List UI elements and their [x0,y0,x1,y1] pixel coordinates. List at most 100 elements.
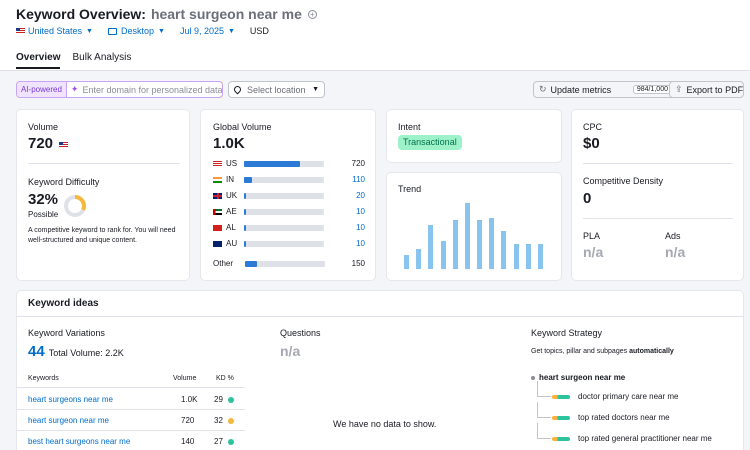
trend-bar[interactable] [428,224,434,269]
total-volume: Total Volume: 2.2K [48,348,124,358]
keyword-kd: 27 [214,437,234,446]
location-select-label: Select location [247,84,306,95]
gv-row-au: AU 10 [213,238,365,249]
country-select-label: United States [28,26,83,36]
domain-input-box[interactable]: AI-powered ✦ Enter domain for personaliz… [16,81,223,98]
tab-bar: Overview Bulk Analysis [16,52,143,69]
keywords-table-header: Keywords Volume KD % [17,371,245,388]
trend-bar[interactable] [464,203,470,269]
strategy-child[interactable]: top rated general practitioner near me [578,434,712,443]
keyword-link[interactable]: heart surgeons near me [28,395,113,404]
volume-value: 720 [28,135,71,152]
divider [583,163,733,164]
export-pdf-button[interactable]: ⇪ Export to PDF [669,81,744,98]
density-value: 0 [583,190,592,207]
gv-country-code: UK [226,191,238,200]
device-select[interactable]: Desktop ▼ [107,26,165,36]
keyword-ideas-card: Keyword ideas Keyword Variations 44 Tota… [16,290,744,450]
trend-bar[interactable] [501,231,507,269]
flag-uk-icon [213,192,222,199]
gv-value[interactable]: 10 [356,239,365,248]
strategy-description: Get topics, pillar and subpages automati… [531,348,674,355]
country-select[interactable]: United States ▼ [16,26,93,36]
trend-bar[interactable] [416,249,422,269]
divider [17,316,743,317]
gv-value[interactable]: 20 [356,191,365,200]
gv-row-uk: UK 20 [213,190,365,201]
trend-bar[interactable] [489,217,495,269]
col-kd: KD % [216,375,234,382]
location-select[interactable]: Select location ▼ [228,81,325,98]
table-row: best heart surgeons near me 140 27 [17,431,245,450]
flag-al-icon [213,224,222,231]
update-metrics-button[interactable]: ↻ Update metrics 984/1,000 [533,81,678,98]
tab-bulk-analysis[interactable]: Bulk Analysis [72,52,132,63]
gv-country-code: AL [226,223,236,232]
trend-bar[interactable] [477,219,482,269]
divider [28,163,180,164]
intent-label: Intent [398,122,421,132]
volume-number: 720 [28,135,54,152]
keyword-link[interactable]: heart surgeon near me [28,416,109,425]
tab-overview[interactable]: Overview [16,52,61,69]
chevron-down-icon: ▼ [312,86,319,93]
ai-powered-badge: AI-powered [17,82,67,97]
col-keywords: Keywords [28,375,59,382]
toolbar: AI-powered ✦ Enter domain for personaliz… [16,81,744,99]
tree-connector [537,402,551,418]
gv-other-value: 150 [351,259,365,268]
root-dot-icon [531,375,535,380]
kd-dot-icon [227,438,234,445]
keyword-kd-value: 29 [214,395,223,404]
strategy-root[interactable]: heart surgeon near me [531,373,625,382]
keyword-volume: 1.0K [181,395,198,404]
domain-input[interactable]: Enter domain for personalized data [82,84,223,95]
trend-bar[interactable] [440,240,446,269]
gv-bar-fill [244,240,247,247]
strategy-root-label: heart surgeon near me [539,373,626,382]
kd-dot-icon [227,417,234,424]
gv-other-bar [245,260,325,267]
refresh-icon: ↻ [539,84,547,94]
date-select[interactable]: Jul 9, 2025 ▼ [180,26,235,36]
volume-card: Volume 720 Keyword Difficulty 32% Possib… [16,109,190,281]
trend-bar[interactable] [525,243,531,269]
ads-value: n/a [665,244,686,260]
filter-row: United States ▼ Desktop ▼ Jul 9, 2025 ▼ … [16,26,269,36]
global-volume-card: Global Volume 1.0K US 720 IN 110 UK 20 AE 10 AL 1… [200,109,376,281]
flag-ae-icon [213,208,222,215]
pla-value: n/a [583,244,604,260]
gv-value[interactable]: 10 [356,207,365,216]
gv-value[interactable]: 10 [356,223,365,232]
gv-bar [244,176,324,183]
strategy-child[interactable]: doctor primary care near me [578,392,679,401]
strategy-child[interactable]: top rated doctors near me [578,413,670,422]
trend-bar[interactable] [404,255,409,269]
variations-count[interactable]: 44 [28,343,45,360]
add-to-list-icon[interactable]: + [307,9,317,19]
table-row: heart surgeon near me 720 32 [17,410,245,431]
title-keyword: heart surgeon near me [150,6,302,22]
flag-us-icon [213,160,222,167]
kd-donut [64,195,86,217]
trend-bar[interactable] [513,243,519,269]
device-select-label: Desktop [120,26,154,36]
keyword-ideas-title: Keyword ideas [28,298,99,309]
gv-value: 720 [351,159,365,168]
ads-label: Ads [665,231,681,241]
cpc-card: CPC $0 Competitive Density 0 PLA n/a Ads… [571,109,744,281]
kd-label: Keyword Difficulty [28,177,100,187]
trend-label: Trend [398,184,422,194]
divider [583,218,733,219]
keyword-link[interactable]: best heart surgeons near me [28,437,131,446]
trend-bar[interactable] [537,243,543,269]
gv-value[interactable]: 110 [352,175,365,184]
gv-row-us: US 720 [213,158,365,169]
location-pin-icon [232,84,243,95]
strategy-desc-text: Get topics, pillar and subpages [531,348,628,355]
date-select-label: Jul 9, 2025 [179,26,224,36]
gv-country-code: US [226,159,238,168]
trend-bar[interactable] [452,219,458,269]
gv-bar [244,208,324,215]
intent-card: Intent Transactional [386,109,562,163]
